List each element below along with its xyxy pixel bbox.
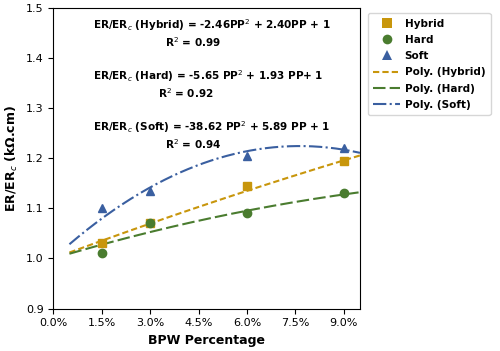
Legend: Hybrid, Hard, Soft, Poly. (Hybrid), Poly. (Hard), Poly. (Soft): Hybrid, Hard, Soft, Poly. (Hybrid), Poly…	[368, 13, 490, 115]
Text: ER/ER$_c$ (Hard) = -5.65 PP$^2$ + 1.93 PP+ 1
                  R$^2$ = 0.92: ER/ER$_c$ (Hard) = -5.65 PP$^2$ + 1.93 P…	[93, 68, 324, 100]
Y-axis label: ER/ER$_c$ (kΩ.cm): ER/ER$_c$ (kΩ.cm)	[4, 105, 20, 212]
Text: ER/ER$_c$ (Hybrid) = -2.46PP$^2$ + 2.40PP + 1
                    R$^2$ = 0.99: ER/ER$_c$ (Hybrid) = -2.46PP$^2$ + 2.40P…	[93, 17, 331, 49]
X-axis label: BPW Percentage: BPW Percentage	[148, 334, 265, 347]
Text: ER/ER$_c$ (Soft) = -38.62 PP$^2$ + 5.89 PP + 1
                    R$^2$ = 0.94: ER/ER$_c$ (Soft) = -38.62 PP$^2$ + 5.89 …	[93, 119, 330, 151]
